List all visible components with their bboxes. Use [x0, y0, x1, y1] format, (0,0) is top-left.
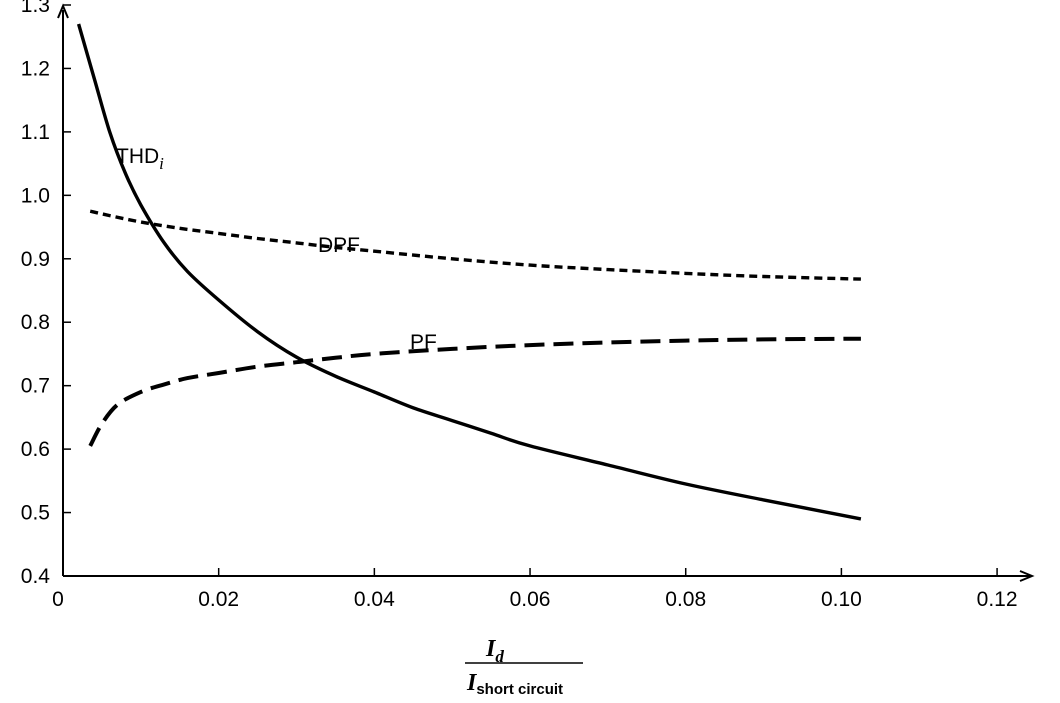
x-axis-numerator-main: I — [485, 636, 497, 662]
x-axis-arrow — [1019, 570, 1035, 582]
series-lines — [76, 23, 862, 521]
series-label-dpf: DPF — [318, 234, 360, 257]
x-tick-label: 0.10 — [821, 588, 862, 611]
y-tick-label: 0.6 — [21, 438, 50, 461]
x-tick-label: 0.02 — [198, 588, 239, 611]
series-labels: THDi DPF PF — [116, 145, 437, 354]
ticks: 0.4 0.5 0.6 0.7 0.8 0.9 1.0 1.1 1.2 1.3 0 0.02 0.04 0… — [21, 0, 1018, 611]
x-axis-numerator-subscript: d — [495, 647, 504, 666]
axes — [57, 3, 1035, 582]
y-tick-label: 0.5 — [21, 502, 50, 525]
series-line-dpf — [89, 209, 861, 281]
y-tick-label: 0.7 — [21, 375, 50, 398]
x-axis-denominator-main: I — [466, 670, 478, 696]
series-line-thd — [76, 23, 862, 521]
y-tick-label: 0.8 — [21, 311, 50, 334]
series-line-pf — [88, 336, 861, 447]
y-tick-label: 1.3 — [21, 0, 50, 17]
y-tick-label: 0.9 — [21, 248, 50, 271]
x-tick-label: 0.06 — [510, 588, 551, 611]
x-tick-label: 0.12 — [977, 588, 1018, 611]
x-tick-label: 0 — [52, 588, 64, 611]
y-tick-label: 1.0 — [21, 184, 50, 207]
y-tick-label: 1.1 — [21, 121, 50, 144]
y-tick-label: 1.2 — [21, 57, 50, 80]
x-axis-title: Id Ishort circuit — [465, 636, 583, 698]
series-label-pf: PF — [410, 331, 437, 354]
y-tick-label: 0.4 — [21, 565, 51, 588]
x-axis-numerator: Id — [485, 636, 504, 666]
x-tick-label: 0.04 — [354, 588, 395, 611]
x-tick-label: 0.08 — [665, 588, 706, 611]
series-label-thd: THDi — [116, 145, 164, 173]
x-axis-denominator: Ishort circuit — [466, 670, 563, 698]
y-axis-arrow — [57, 3, 69, 19]
x-axis-denominator-subscript: short circuit — [476, 681, 563, 698]
